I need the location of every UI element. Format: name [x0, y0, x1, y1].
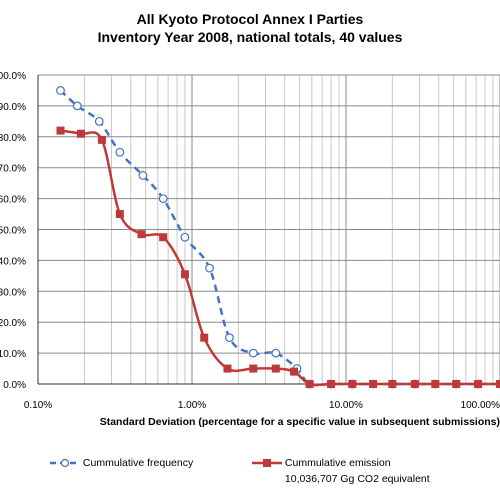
data-point-frequency: [158, 194, 168, 204]
x-axis-label: Standard Deviation (percentage for a spe…: [99, 416, 500, 428]
data-point-emission: [327, 380, 336, 388]
y-tick-label: 10.0%: [0, 349, 26, 360]
legend-frequency-swatch: [50, 459, 80, 468]
data-point-frequency: [115, 147, 125, 157]
x-tick-label: 100.00%: [461, 400, 500, 411]
series-layer: [56, 86, 500, 389]
data-point-frequency: [271, 348, 281, 358]
legend-emission: Cummulative emission 10,036,707 Gg CO2 e…: [252, 455, 430, 487]
data-point-emission: [76, 129, 85, 138]
data-point-emission: [159, 233, 168, 242]
tick-labels: 0.0% 10.0% 20.0% 30.0% 40.0% 50.0% 60.0% 70.0% 8…: [0, 71, 500, 411]
data-point-emission: [348, 380, 357, 388]
y-tick-label: 20.0%: [0, 318, 26, 329]
data-point-emission: [97, 135, 106, 144]
data-point-frequency: [205, 263, 214, 273]
data-point-frequency: [180, 232, 190, 242]
data-point-emission: [137, 230, 146, 239]
x-tick-label: 0.10%: [24, 400, 52, 411]
y-tick-label: 60.0%: [0, 195, 26, 206]
data-point-emission: [452, 380, 461, 388]
data-point-emission: [369, 380, 378, 388]
y-tick-label: 40.0%: [0, 256, 26, 267]
legend-emission-label: Cummulative emission: [284, 457, 391, 469]
x-tick-label: 1.00%: [178, 400, 206, 411]
data-point-frequency: [138, 171, 148, 180]
y-tick-label: 90.0%: [0, 102, 26, 113]
data-point-emission: [305, 380, 314, 388]
grid-lines: [37, 74, 500, 385]
legend-emission-sublabel: 10,036,707 Gg CO2 equivalent: [284, 473, 430, 485]
series-line-frequency: [59, 89, 500, 387]
y-tick-label: 70.0%: [0, 164, 26, 175]
data-point-emission: [223, 364, 232, 373]
data-point-emission: [180, 270, 189, 279]
legend-frequency-label: Cummulative frequency: [82, 457, 194, 469]
data-point-emission: [474, 380, 483, 388]
data-point-emission: [388, 380, 397, 388]
data-point-emission: [410, 380, 419, 388]
data-point-emission: [56, 126, 65, 135]
data-point-emission: [200, 333, 209, 342]
legend-emission-swatch: [252, 459, 282, 467]
data-point-frequency: [94, 116, 104, 126]
data-point-frequency: [225, 333, 234, 343]
chart-title: All Kyoto Protocol Annex I Parties: [136, 11, 364, 27]
x-tick-label: 10.00%: [329, 400, 363, 411]
series-line-emission: [60, 129, 500, 387]
chart-subtitle: Inventory Year 2008, national totals, 40…: [97, 29, 403, 45]
y-tick-label: 0.0%: [3, 380, 26, 391]
data-point-emission: [115, 210, 124, 219]
data-point-emission: [271, 364, 280, 373]
data-point-emission: [290, 367, 299, 376]
y-tick-label: 50.0%: [0, 226, 26, 237]
data-point-emission: [496, 380, 500, 388]
data-point-frequency: [72, 101, 82, 111]
data-point-frequency: [56, 86, 65, 95]
y-tick-label: 100.0%: [0, 71, 26, 82]
data-point-emission: [249, 364, 258, 373]
data-point-emission: [431, 380, 440, 388]
data-point-frequency: [248, 348, 258, 358]
y-tick-label: 80.0%: [0, 133, 26, 144]
y-tick-label: 30.0%: [0, 287, 26, 298]
legend-frequency: Cummulative frequency: [50, 455, 193, 471]
